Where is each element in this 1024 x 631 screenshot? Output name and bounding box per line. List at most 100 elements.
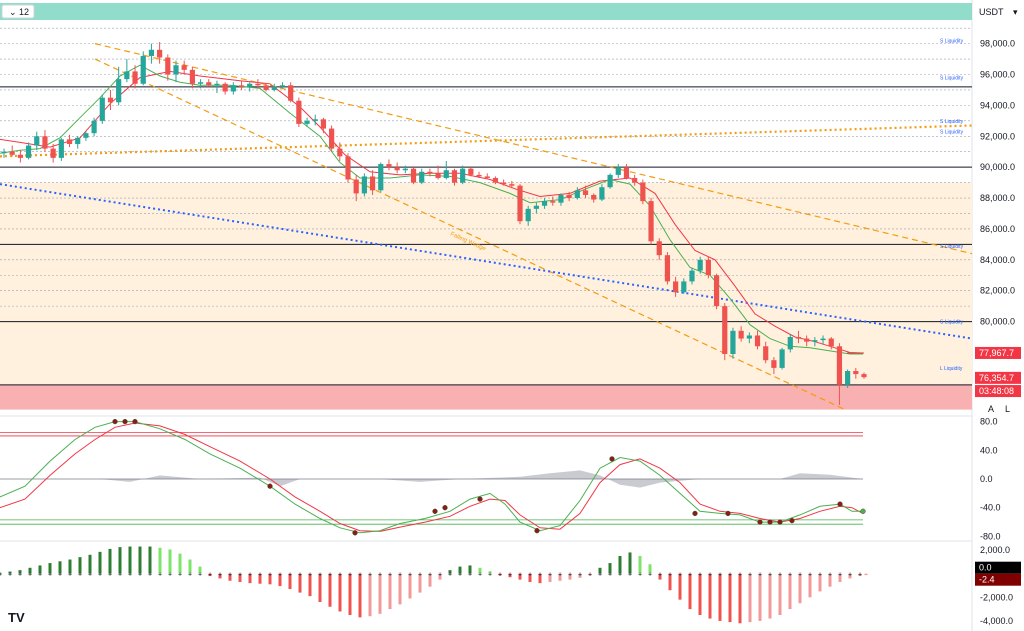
candle [492, 176, 499, 185]
liquidity-label: S Liquidity [940, 130, 964, 136]
candle [599, 184, 605, 202]
candle [181, 60, 187, 75]
candle-body [9, 151, 15, 155]
candle [648, 198, 654, 245]
histogram-bar [438, 573, 442, 580]
signal-marker: + [498, 572, 502, 579]
candle [230, 82, 236, 95]
price-tags: 77,967.7 76,354.7 03:48:08 [847, 346, 1021, 398]
candle [730, 327, 736, 359]
candle-body [812, 340, 818, 342]
candle-body [320, 119, 327, 129]
histogram-bar [148, 546, 152, 574]
candle-body [173, 65, 179, 75]
candle-body [713, 275, 720, 307]
tradingview-logo-icon: TV [8, 610, 25, 625]
liquidity-label: S Liquidity [940, 76, 964, 82]
candle [443, 160, 449, 180]
signal-marker: + [638, 572, 642, 579]
interval-button[interactable] [1, 4, 35, 19]
histogram-bar [268, 573, 272, 585]
price-scale-background [972, 0, 1024, 631]
signal-marker: + [48, 572, 52, 579]
price-axis: 98,000.0 96,000.0 94,000.0 92,000.0 90,000.0… [980, 39, 1015, 327]
histogram-bar [18, 570, 22, 574]
signal-marker: + [38, 572, 42, 579]
candle-body [681, 281, 687, 293]
signal-marker: + [178, 572, 182, 579]
candle [468, 167, 474, 177]
histogram-bar [68, 559, 72, 574]
candle-body [820, 338, 826, 341]
candle-body [451, 170, 458, 183]
candle [337, 142, 343, 161]
signal-marker: + [788, 572, 792, 579]
stoch-tick-label: 40.0 [980, 445, 998, 455]
cross-marker [837, 501, 843, 507]
signal-marker: + [148, 572, 152, 579]
candle [828, 337, 834, 350]
candle [279, 82, 286, 89]
histogram-bar [488, 571, 492, 574]
signal-marker: + [58, 572, 62, 579]
candle [501, 179, 507, 186]
candle [9, 145, 15, 157]
histogram-bar [808, 573, 812, 598]
log-scale-button[interactable]: L [1005, 404, 1010, 414]
candle-body [599, 187, 605, 200]
candle [713, 273, 720, 310]
signal-marker: + [558, 572, 562, 579]
histogram-bar [838, 573, 842, 582]
price-tag-text: 77,967.7 [979, 348, 1014, 358]
candle-body [206, 82, 212, 86]
signal-marker: + [628, 572, 632, 579]
candle-body [525, 208, 531, 222]
signal-marker: + [168, 572, 172, 579]
candle [116, 66, 122, 106]
signal-marker: + [308, 572, 312, 579]
histogram-bar [828, 573, 832, 587]
candle-body [476, 174, 482, 177]
histogram-bar [398, 573, 402, 605]
candle [107, 89, 114, 111]
cross-marker [692, 510, 698, 517]
candle [386, 159, 392, 171]
candle [779, 347, 785, 370]
candle-body [656, 241, 662, 256]
candle [42, 130, 48, 152]
candle-body [501, 182, 507, 185]
candle-body [591, 194, 597, 200]
candle-body [107, 97, 114, 103]
candle [763, 341, 769, 364]
price-tag-text: 76,354.7 [979, 373, 1014, 383]
signal-value-tag: 0.0 [975, 561, 1021, 574]
histogram-value-tag: -2.4 [975, 573, 1021, 586]
signal-marker: + [18, 572, 22, 579]
price-tick-label: 90,000.0 [980, 162, 1015, 172]
candle [66, 134, 73, 148]
price-tag-text: 03:48:08 [979, 386, 1014, 396]
value-tag-box [975, 561, 1021, 574]
candle-body [1, 151, 7, 154]
candle [615, 164, 621, 178]
histogram-bar [848, 573, 852, 579]
candle-body [566, 194, 572, 199]
candle-body [34, 136, 40, 146]
histogram-bar [508, 573, 512, 578]
hist-tick-label: -4,000.0 [980, 616, 1013, 626]
candle [173, 60, 179, 83]
histogram-bar [518, 573, 522, 580]
candle-body [443, 170, 449, 178]
cross-marker [757, 519, 763, 525]
candle [312, 114, 318, 126]
auto-scale-button[interactable]: A [988, 404, 994, 414]
currency-menu-icon[interactable]: ▾ [1013, 7, 1018, 17]
candle [304, 117, 310, 128]
histogram-bar [248, 573, 252, 584]
candle-body [460, 168, 466, 183]
candle-body [304, 120, 310, 124]
support-resistance-lines [0, 86, 972, 386]
candle-body [247, 83, 253, 87]
signal-marker: + [378, 572, 382, 579]
